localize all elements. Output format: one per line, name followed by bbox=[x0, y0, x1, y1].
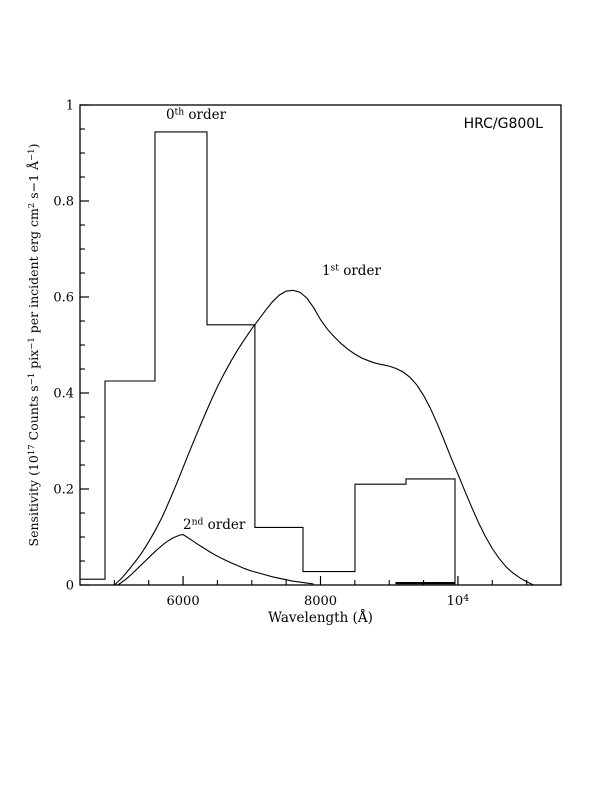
second-order-curve bbox=[117, 534, 314, 586]
x-axis: 6000 8000 104 bbox=[113, 576, 528, 609]
y-axis: 0 0.2 0.4 0.6 0.8 1 bbox=[53, 99, 89, 594]
axes-frame bbox=[79, 104, 562, 586]
y-axis-title: Sensitivity (1017 Counts s−1 pix−1 per i… bbox=[26, 144, 41, 547]
y-axis-title-text: Sensitivity (1017 Counts s−1 pix−1 per i… bbox=[26, 144, 41, 547]
y-tick-label: 0 bbox=[66, 579, 74, 594]
data-curves bbox=[80, 131, 534, 586]
x-axis-title: Wavelength (Å) bbox=[268, 610, 373, 626]
zeroth-order-curve bbox=[80, 131, 456, 585]
y-tick-label: 0.2 bbox=[53, 483, 74, 498]
x-tick-label: 104 bbox=[447, 593, 470, 609]
instrument-label: HRC/G800L bbox=[464, 116, 544, 132]
curve-annotations: 0th order 1st order 2nd order HRC/G800L bbox=[166, 107, 543, 533]
y-tick-label: 1 bbox=[66, 99, 74, 114]
y-tick-label: 0.6 bbox=[53, 291, 74, 306]
zeroth-order-label: 0th order bbox=[166, 107, 227, 123]
x-tick-label: 6000 bbox=[167, 594, 200, 609]
y-tick-label: 0.4 bbox=[53, 387, 74, 402]
second-order-label: 2nd order bbox=[183, 517, 246, 533]
plot-frame bbox=[79, 104, 562, 586]
first-order-curve bbox=[114, 289, 534, 586]
first-order-label: 1st order bbox=[322, 263, 382, 279]
y-tick-label: 0.8 bbox=[53, 195, 74, 210]
x-tick-label: 8000 bbox=[304, 594, 337, 609]
